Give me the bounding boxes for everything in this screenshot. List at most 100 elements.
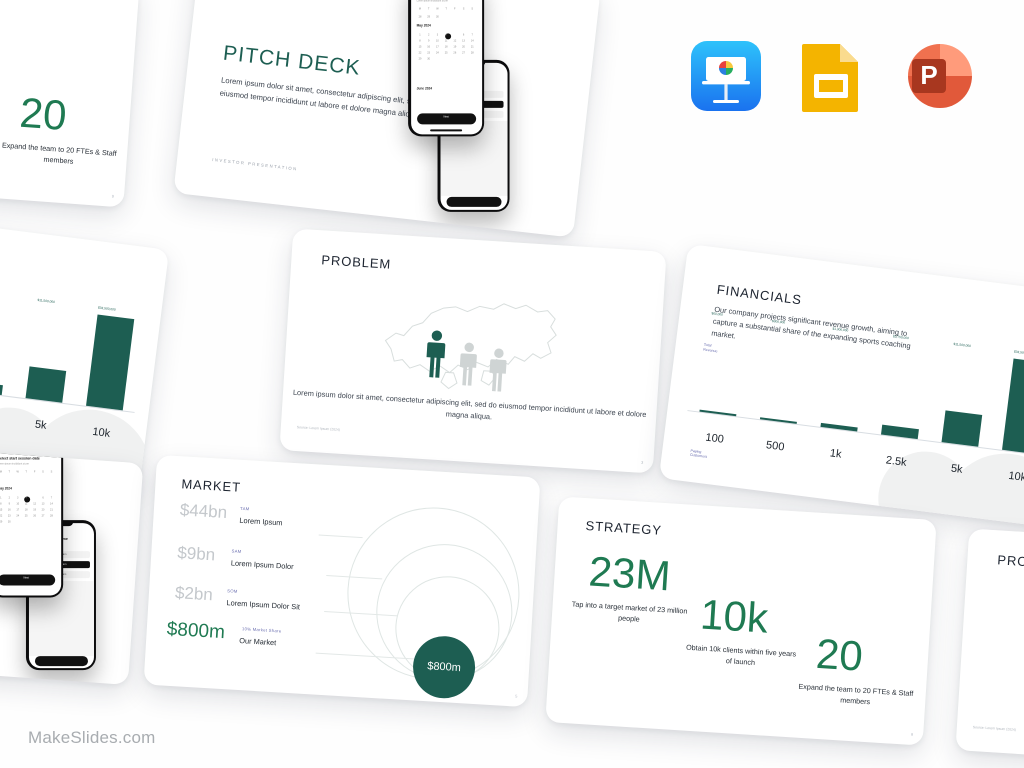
calendar-day[interactable]: 17 (16, 507, 20, 511)
calendar-day[interactable]: 3 (436, 32, 439, 36)
slide-strategy-cropped[interactable]: STRATEGY 23M Tap into a target market of… (0, 0, 140, 208)
calendar-day[interactable]: 4 (25, 495, 27, 499)
calendar-day[interactable]: 14 (470, 38, 474, 42)
calendar-day[interactable]: 7 (50, 495, 53, 499)
calendar-day[interactable]: 12 (453, 38, 457, 42)
svg-text:P: P (920, 60, 937, 90)
calendar-day[interactable]: 1 (419, 32, 421, 36)
calendar-day[interactable]: 30 (7, 519, 11, 523)
calendar-day[interactable]: 23 (427, 50, 431, 54)
calendar-day[interactable]: 30 (427, 56, 431, 60)
slide-financials-cropped[interactable]: FINANCIALS Our company projects signific… (0, 199, 170, 485)
chart-bar-value-label: $1,300,000 (832, 326, 849, 333)
page-number: 5 (515, 693, 518, 699)
weekday: T (8, 469, 11, 473)
calendar-day[interactable]: 28 (470, 50, 474, 54)
calendar-day[interactable]: 6 (462, 32, 465, 36)
calendar-day[interactable]: 9 (8, 501, 10, 505)
market-label: Lorem Ipsum Dolor Sit (226, 598, 301, 612)
calendar-day[interactable]: 21 (470, 44, 474, 48)
date-picker-sub: Lorem ipsum incididunt ut per (0, 461, 30, 465)
strategy-stat-caption: Obtain 10k clients within five years of … (0, 102, 4, 132)
calendar-day[interactable]: 24 (16, 513, 20, 517)
calendar-day[interactable]: 19 (453, 44, 457, 48)
calendar-day[interactable]: 27 (41, 513, 45, 517)
chart-category-label: 2.5k (885, 454, 908, 469)
slide-problem[interactable]: PROBLEM (279, 228, 667, 474)
app-icon-row: P (690, 40, 990, 130)
calendar-day[interactable]: 22 (418, 50, 422, 54)
calendar-day[interactable]: 27 (462, 50, 465, 54)
calendar-day[interactable]: 30 (436, 14, 439, 18)
chart-category-label: 5k (950, 462, 964, 476)
powerpoint-icon[interactable]: P (902, 40, 976, 117)
calendar-day[interactable]: 8 (419, 38, 421, 42)
calendar-day[interactable]: 26 (453, 50, 457, 54)
page-number: 9 (910, 731, 914, 738)
calendar-day[interactable]: 2 (8, 495, 10, 499)
chart-bars: $60,000$300,000$1,300,000$3,750,000$11,5… (0, 271, 147, 412)
phone-primary-button[interactable] (446, 196, 502, 207)
calendar-day[interactable]: 20 (462, 44, 465, 48)
google-slides-icon[interactable] (798, 42, 864, 117)
calendar-day-grid[interactable]: 1234567891011121314151617181920212223242… (416, 32, 477, 61)
chart-category-label: 1k (829, 447, 843, 461)
weekday: S (50, 469, 53, 473)
calendar-next-button[interactable]: Next (0, 573, 55, 585)
calendar-day[interactable]: 12 (33, 501, 36, 505)
calendar-day-grid[interactable]: 1234567891011121314151617181920212223242… (0, 495, 56, 524)
keynote-icon[interactable] (690, 40, 762, 117)
slide-strategy[interactable]: STRATEGY 23M Tap into a target market of… (545, 496, 937, 746)
calendar-day[interactable]: 4 (445, 32, 447, 36)
calendar-prev-days[interactable]: 28 29 30 (416, 14, 477, 19)
calendar-day[interactable]: 11 (24, 501, 28, 505)
slide-source: Source: Lorem Ipsum (2024) (296, 425, 341, 432)
calendar-day[interactable]: 14 (50, 501, 53, 505)
calendar-day[interactable]: 19 (33, 507, 36, 511)
weekday: W (436, 6, 439, 10)
slide-footer: INVESTOR PRESENTATION (212, 156, 298, 172)
calendar-day[interactable]: 13 (41, 501, 45, 505)
chart-bar: $33,500,000 (85, 305, 135, 411)
calendar-day[interactable]: 16 (7, 507, 11, 511)
chart-category-label: 10k (91, 425, 111, 440)
calendar-day[interactable]: 6 (42, 495, 44, 499)
calendar-day[interactable]: 16 (427, 44, 431, 48)
calendar-day[interactable]: 29 (427, 14, 431, 18)
calendar-day[interactable]: 20 (41, 507, 45, 511)
slide-pitch-deck[interactable]: PITCH DECK Lorem ipsum dolor sit amet, c… (173, 0, 601, 238)
calendar-day[interactable]: 3 (17, 495, 19, 499)
calendar-day[interactable]: 18 (24, 507, 28, 511)
calendar-day[interactable]: 5 (30, 495, 38, 500)
chart-bar-value-label: $300,000 (771, 318, 786, 325)
date-picker-heading: Select start session date (0, 455, 40, 460)
calendar-day[interactable]: 17 (436, 44, 439, 48)
slide-phone-mockups-cropped[interactable]: Select session time Lorem ipsum of time … (0, 441, 144, 685)
slide-problem-cropped[interactable]: PROBLEM Source: Lorem Ipsum (2024) (955, 528, 1024, 768)
calendar-day[interactable]: 26 (33, 513, 36, 517)
calendar-day[interactable]: 28 (418, 14, 422, 18)
calendar-day[interactable]: 5 (450, 32, 459, 37)
calendar-day[interactable]: 23 (7, 513, 11, 517)
calendar-day[interactable]: 21 (50, 507, 53, 511)
calendar-day[interactable]: 13 (462, 38, 465, 42)
calendar-day[interactable]: 15 (418, 44, 422, 48)
calendar-day[interactable]: 10 (16, 501, 20, 505)
calendar-day[interactable]: 25 (24, 513, 28, 517)
slide-market[interactable]: MARKET $44bn TAM Lorem Ipsum $9bn SAM Lo… (143, 454, 541, 708)
calendar-day[interactable]: 29 (418, 56, 422, 60)
calendar-day[interactable]: 24 (436, 50, 439, 54)
calendar-day[interactable]: 28 (50, 513, 53, 517)
calendar-next-button[interactable]: Next (416, 112, 476, 124)
slide-title: MARKET (181, 476, 242, 495)
calendar-day[interactable]: 9 (427, 38, 430, 42)
slide-financials[interactable]: FINANCIALS Our company projects signific… (658, 243, 1024, 529)
calendar-day[interactable]: 11 (444, 38, 448, 42)
calendar-day[interactable]: 18 (444, 44, 448, 48)
chart-bar: $11,500,000 (941, 341, 983, 447)
calendar-day[interactable]: 10 (436, 38, 439, 42)
phone-primary-button[interactable] (34, 655, 88, 666)
calendar-day[interactable]: 2 (427, 32, 430, 36)
calendar-day[interactable]: 7 (471, 32, 473, 36)
calendar-day[interactable]: 25 (444, 50, 448, 54)
